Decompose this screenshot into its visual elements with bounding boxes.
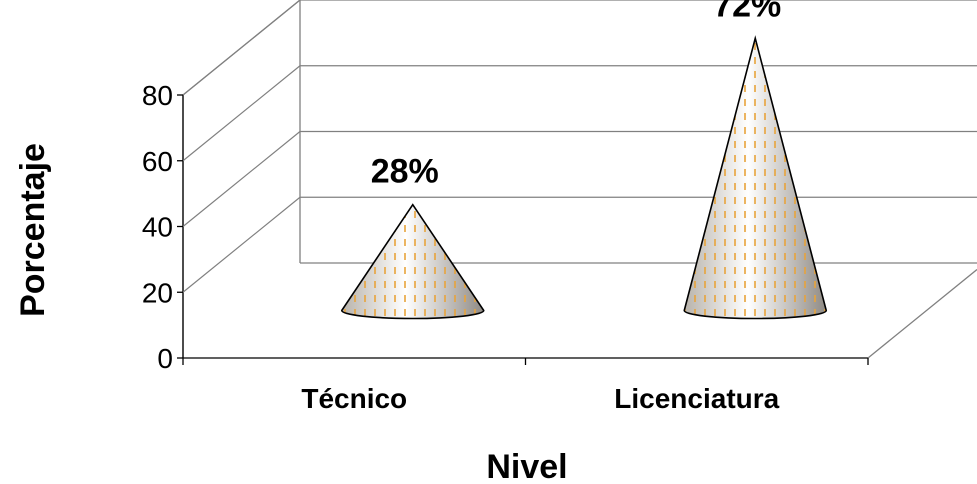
x-axis-title: Nivel <box>486 448 567 484</box>
gridlines <box>182 0 977 293</box>
floor-right-edge <box>867 268 977 359</box>
cone-pattern <box>340 203 485 320</box>
data-label: 72% <box>713 0 781 24</box>
plot-walls <box>182 0 977 359</box>
gridline-side <box>182 131 301 227</box>
cone-pattern <box>683 35 828 320</box>
category-labels: Técnico Licenciatura <box>301 383 779 414</box>
y-tick-label: 80 <box>142 80 173 111</box>
gridline-side <box>182 196 301 293</box>
y-tick-label: 0 <box>157 343 173 374</box>
y-axis-title: Porcentaje <box>14 143 52 317</box>
y-tick-label: 20 <box>142 277 173 308</box>
y-tick-labels: 0 20 40 60 80 <box>142 80 869 374</box>
data-label: 28% <box>371 153 439 191</box>
gridline-side <box>182 0 301 96</box>
y-tick-label: 40 <box>142 212 173 243</box>
cones <box>340 35 828 320</box>
cone-2 <box>683 35 828 320</box>
data-labels: 28% 72% <box>371 0 782 191</box>
category-label: Licenciatura <box>614 383 779 414</box>
category-label: Técnico <box>301 383 407 414</box>
cone-1 <box>340 203 485 320</box>
gridline-side <box>182 65 301 162</box>
y-tick-label: 60 <box>142 146 173 177</box>
